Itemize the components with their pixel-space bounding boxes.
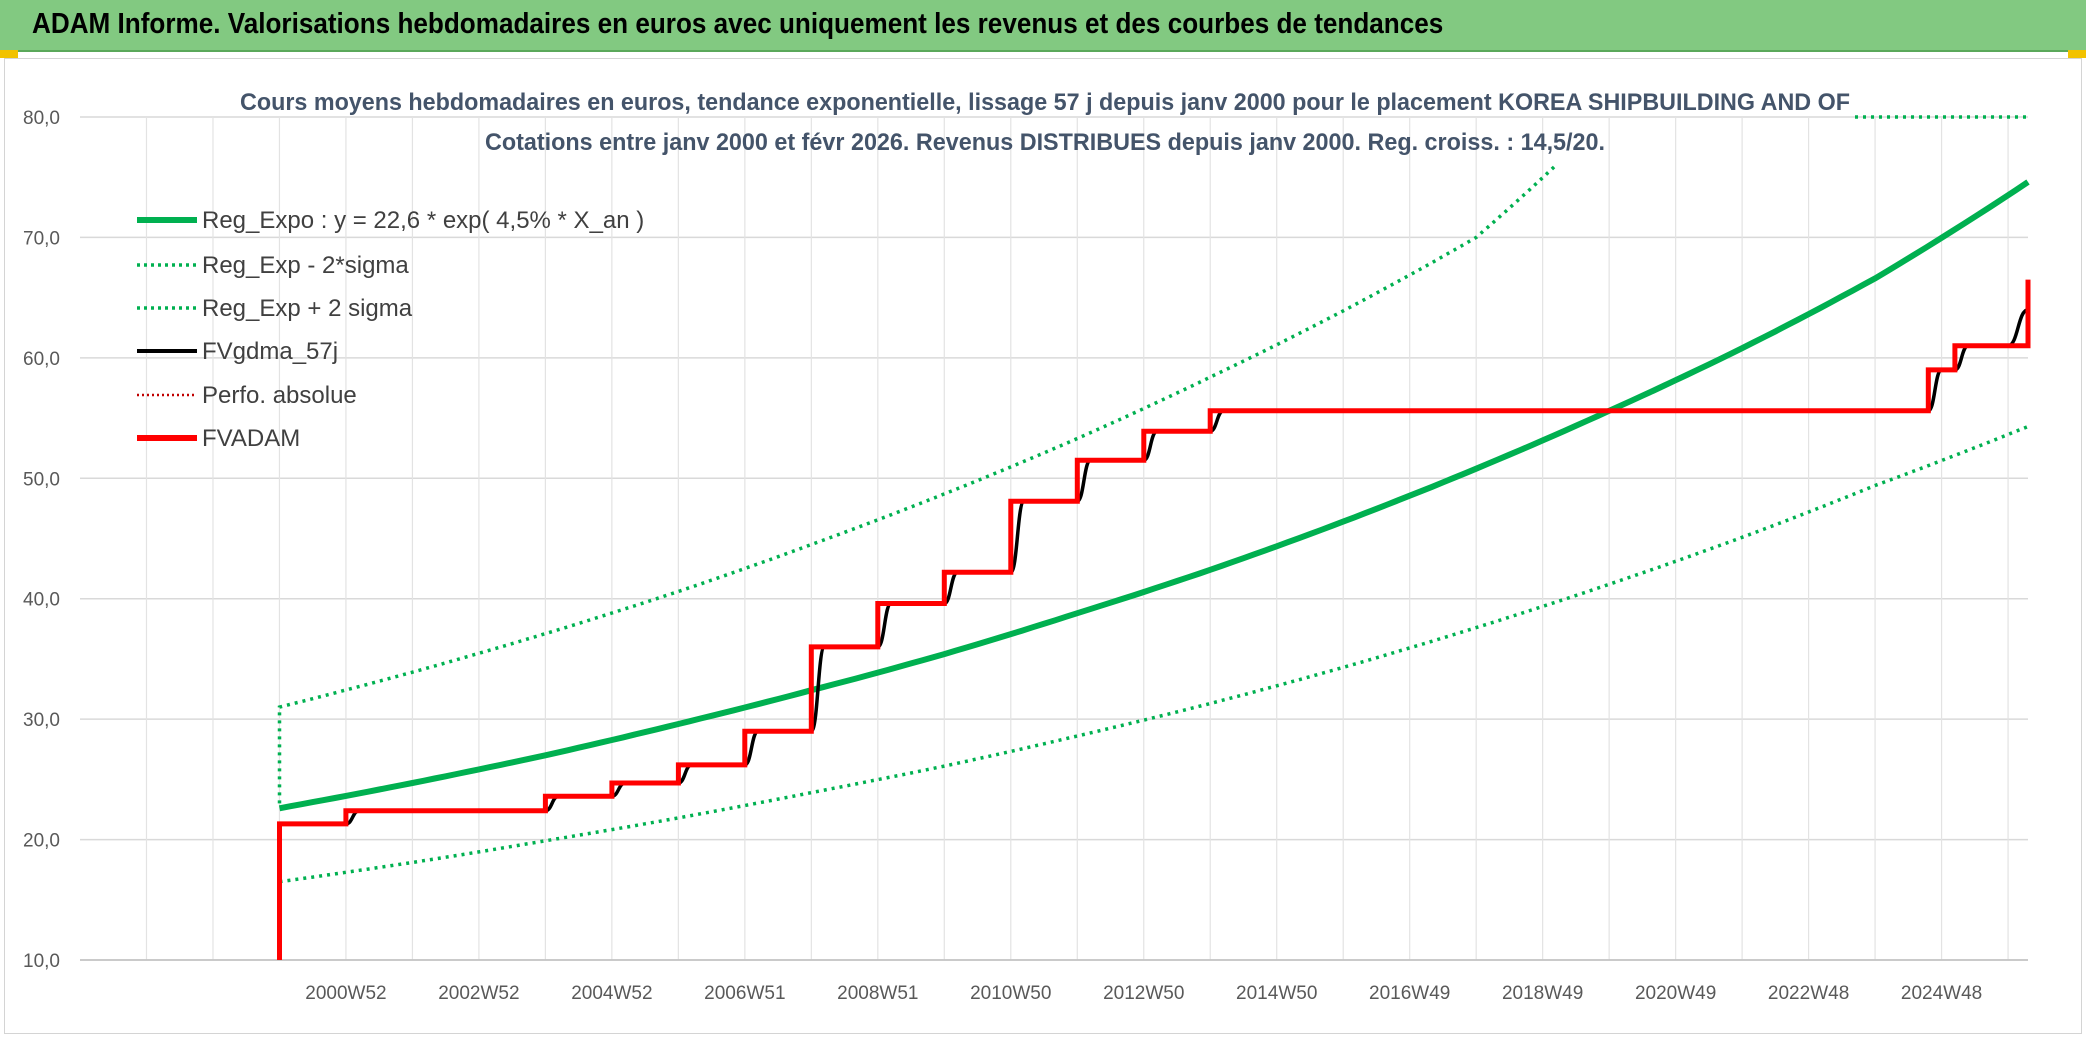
y-tick-label: 80,0 xyxy=(23,108,60,129)
x-tick-label: 2012W50 xyxy=(1103,983,1184,1004)
legend-label-perfo: Perfo. absolue xyxy=(202,382,357,409)
x-tick-label: 2006W51 xyxy=(704,983,785,1004)
header-bar: ADAM Informe. Valorisations hebdomadaire… xyxy=(0,0,2086,52)
chart-title-block: Cours moyens hebdomadaires en euros, ten… xyxy=(240,89,1850,156)
x-tick-label: 2016W49 xyxy=(1369,983,1450,1004)
grid-layer xyxy=(80,116,2028,961)
series-reg-exp-plus-2sigma xyxy=(277,163,1558,804)
y-tick-label: 50,0 xyxy=(23,469,60,490)
x-tick-label: 2020W49 xyxy=(1635,983,1716,1004)
series-reg-expo xyxy=(278,179,2030,812)
x-tick-label: 2008W51 xyxy=(837,983,918,1004)
x-tick-label: 2000W52 xyxy=(305,983,386,1004)
chart-title-line1: Cours moyens hebdomadaires en euros, ten… xyxy=(240,89,1850,116)
x-tick-label: 2010W50 xyxy=(970,983,1051,1004)
header-title: ADAM Informe. Valorisations hebdomadaire… xyxy=(32,8,1444,40)
corner-accent-right xyxy=(2068,50,2086,58)
legend-label-reg-minus: Reg_Exp - 2*sigma xyxy=(202,252,409,279)
legend: Reg_Expo : y = 22,6 * exp( 4,5% * X_an )… xyxy=(137,207,644,452)
legend-label-reg-expo: Reg_Expo : y = 22,6 * exp( 4,5% * X_an ) xyxy=(202,207,644,234)
series-fvadam xyxy=(277,279,2031,960)
legend-label-reg-plus: Reg_Exp + 2 sigma xyxy=(202,295,413,322)
axis-layer: 10,0 20,0 30,0 40,0 50,0 60,0 70,0 80,0 2000W52 2… xyxy=(23,108,2028,1004)
x-tick-label: 2004W52 xyxy=(571,983,652,1004)
x-tick-label: 2022W48 xyxy=(1768,983,1849,1004)
chart-frame xyxy=(4,58,2082,1034)
legend-label-fvgdma: FVgdma_57j xyxy=(202,338,338,365)
x-tick-label: 2002W52 xyxy=(438,983,519,1004)
y-tick-label: 40,0 xyxy=(23,590,60,611)
series-layer xyxy=(277,115,2031,960)
corner-accent-left xyxy=(0,50,18,58)
y-tick-label: 60,0 xyxy=(23,349,60,370)
y-tick-label: 30,0 xyxy=(23,710,60,731)
x-tick-label: 2018W49 xyxy=(1502,983,1583,1004)
series-fvgdma-57j xyxy=(277,307,2029,960)
y-tick-label: 10,0 xyxy=(23,951,60,972)
legend-label-fvadam: FVADAM xyxy=(202,425,300,452)
x-tick-label: 2014W50 xyxy=(1236,983,1317,1004)
y-tick-label: 20,0 xyxy=(23,831,60,852)
chart-title-line2: Cotations entre janv 2000 et févr 2026. … xyxy=(485,129,1605,156)
series-reg-exp-minus-2sigma xyxy=(279,424,2029,884)
x-tick-label: 2024W48 xyxy=(1901,983,1982,1004)
y-tick-label: 70,0 xyxy=(23,228,60,249)
